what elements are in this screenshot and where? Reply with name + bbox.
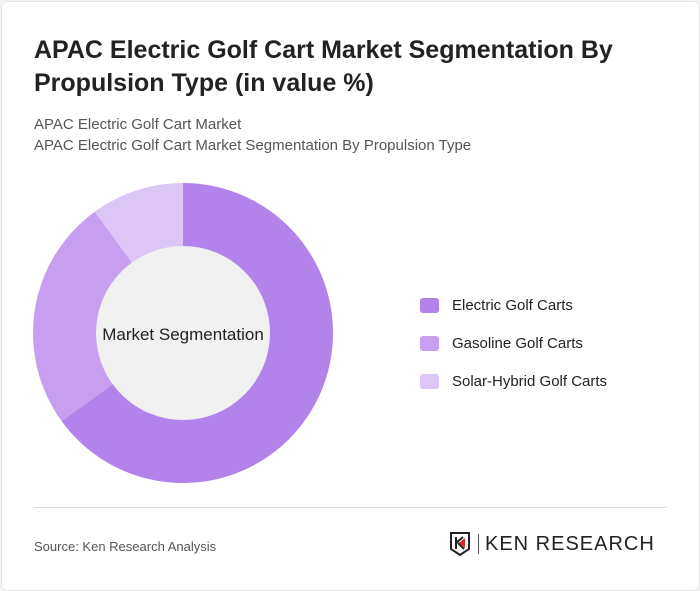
divider bbox=[34, 507, 667, 508]
legend-item-electric: Electric Golf Carts bbox=[420, 286, 607, 324]
legend-label: Electric Golf Carts bbox=[452, 296, 573, 314]
logo-text: KEN RESEARCH bbox=[478, 534, 655, 554]
chart-title: APAC Electric Golf Cart Market Segmentat… bbox=[34, 36, 613, 97]
legend-label: Solar-Hybrid Golf Carts bbox=[452, 372, 608, 390]
legend-label: Gasoline Golf Carts bbox=[452, 334, 583, 352]
ken-research-logo: KEN RESEARCH bbox=[450, 532, 655, 556]
source-note: Source: Ken Research Analysis bbox=[34, 539, 217, 554]
legend-item-solar-hybrid: Solar-Hybrid Golf Carts bbox=[420, 362, 607, 400]
legend-swatch bbox=[420, 335, 439, 351]
donut-chart: Market Segmentation bbox=[32, 183, 334, 484]
legend-item-gasoline: Gasoline Golf Carts bbox=[420, 324, 607, 362]
center-label: Market Segmentation bbox=[102, 325, 264, 344]
logo-k-icon bbox=[450, 532, 470, 556]
subtitle-market: APAC Electric Golf Cart Market bbox=[34, 116, 242, 133]
donut-hole bbox=[96, 246, 270, 420]
subtitle-segmentation: APAC Electric Golf Cart Market Segmentat… bbox=[34, 137, 472, 154]
legend-swatch bbox=[420, 297, 439, 313]
legend-swatch bbox=[420, 373, 439, 389]
legend: Electric Golf Carts Gasoline Golf Carts … bbox=[420, 286, 607, 400]
